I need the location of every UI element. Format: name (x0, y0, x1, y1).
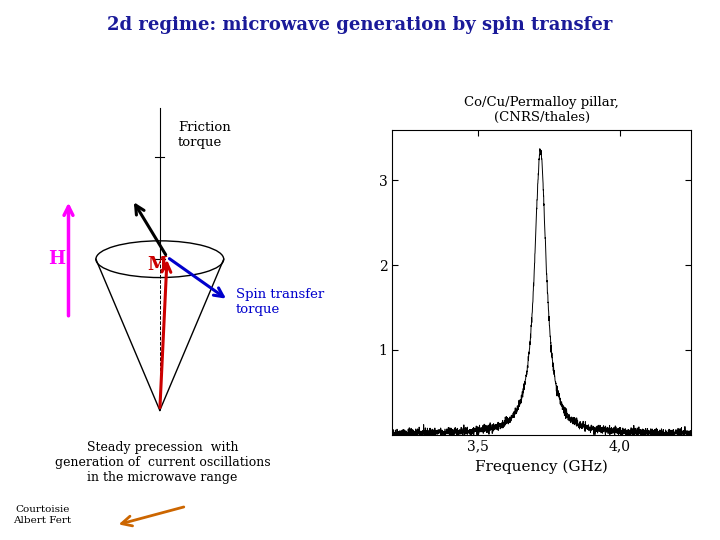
Text: Steady precession  with
generation of  current oscillations
in the microwave ran: Steady precession with generation of cur… (55, 441, 270, 484)
Text: M: M (147, 256, 167, 274)
X-axis label: Frequency (GHz): Frequency (GHz) (475, 459, 608, 474)
Text: Friction
torque: Friction torque (178, 121, 231, 149)
Title: Co/Cu/Permalloy pillar,
(CNRS/thales): Co/Cu/Permalloy pillar, (CNRS/thales) (464, 96, 619, 124)
Text: Spin transfer
torque: Spin transfer torque (235, 288, 324, 316)
Text: 2d regime: microwave generation by spin transfer: 2d regime: microwave generation by spin … (107, 16, 613, 34)
Text: H: H (48, 250, 66, 268)
Text: Courtoisie
Albert Fert: Courtoisie Albert Fert (13, 505, 71, 525)
